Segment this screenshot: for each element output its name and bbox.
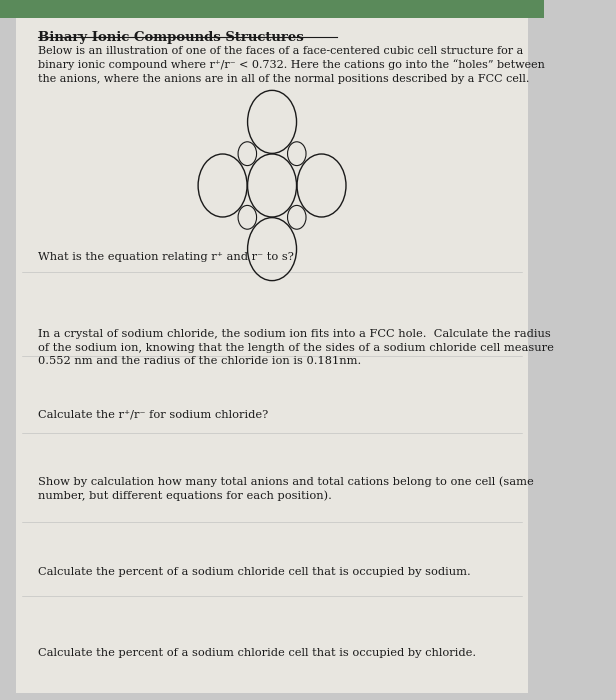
Text: What is the equation relating r⁺ and r⁻ to s?: What is the equation relating r⁺ and r⁻ … <box>38 252 294 262</box>
FancyBboxPatch shape <box>0 0 544 18</box>
Text: Below is an illustration of one of the faces of a face-centered cubic cell struc: Below is an illustration of one of the f… <box>38 46 545 84</box>
Text: In a crystal of sodium chloride, the sodium ion fits into a FCC hole.  Calculate: In a crystal of sodium chloride, the sod… <box>38 329 554 366</box>
FancyBboxPatch shape <box>16 14 528 693</box>
Text: Show by calculation how many total anions and total cations belong to one cell (: Show by calculation how many total anion… <box>38 476 534 501</box>
Text: Calculate the r⁺/r⁻ for sodium chloride?: Calculate the r⁺/r⁻ for sodium chloride? <box>38 410 269 419</box>
Text: Calculate the percent of a sodium chloride cell that is occupied by chloride.: Calculate the percent of a sodium chlori… <box>38 648 476 657</box>
Text: Calculate the percent of a sodium chloride cell that is occupied by sodium.: Calculate the percent of a sodium chlori… <box>38 567 471 577</box>
Text: Binary Ionic Compounds Structures: Binary Ionic Compounds Structures <box>38 32 304 45</box>
